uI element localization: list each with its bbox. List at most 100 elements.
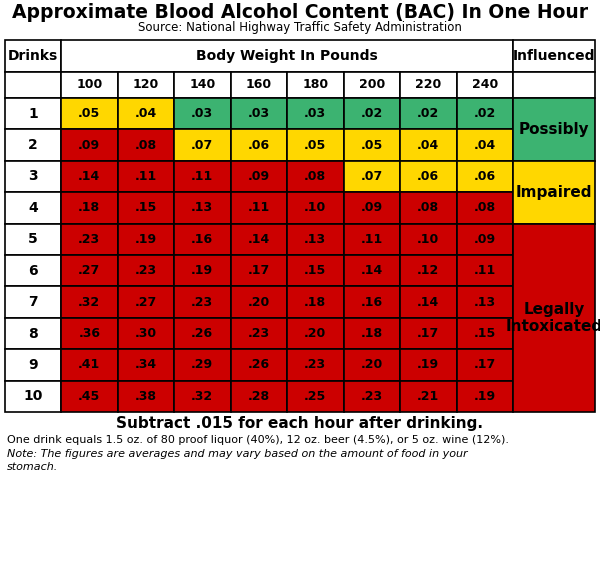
Bar [457,192,513,224]
Text: .14: .14 [417,296,439,309]
Bar [287,318,343,349]
Bar [230,349,287,381]
Bar [343,192,400,224]
Bar [118,349,174,381]
Text: .02: .02 [417,107,439,120]
Text: 7: 7 [28,295,38,309]
Bar [343,255,400,286]
Bar [230,192,287,224]
Text: .41: .41 [78,358,100,371]
Text: 120: 120 [133,79,159,91]
Text: .12: .12 [417,264,439,277]
Text: 10: 10 [23,389,43,403]
Text: .23: .23 [304,358,326,371]
Bar [118,129,174,161]
Text: Impaired: Impaired [516,185,592,200]
Bar [457,349,513,381]
Text: .08: .08 [304,170,326,183]
Bar [513,40,595,72]
Bar [230,98,287,129]
Text: .05: .05 [304,139,326,152]
Bar [400,161,457,192]
Text: stomach.: stomach. [7,462,58,472]
Bar [5,318,61,349]
Text: .45: .45 [78,390,100,403]
Bar [174,349,230,381]
Bar [61,192,118,224]
Bar [61,129,118,161]
Text: .10: .10 [417,233,439,246]
Bar [118,224,174,255]
Text: .09: .09 [473,233,496,246]
Text: .03: .03 [191,107,214,120]
Bar [61,72,118,98]
Bar [118,98,174,129]
Bar [5,192,61,224]
Text: Legally
Intoxicated: Legally Intoxicated [505,302,600,334]
Bar [457,255,513,286]
Bar [5,224,61,255]
Bar [174,318,230,349]
Text: .23: .23 [361,390,383,403]
Text: .19: .19 [191,264,214,277]
Bar [61,255,118,286]
Text: 3: 3 [28,170,38,183]
Text: .09: .09 [361,201,383,214]
Bar [174,255,230,286]
Bar [174,129,230,161]
Bar [5,40,61,72]
Text: 4: 4 [28,201,38,215]
Bar [61,40,513,72]
Bar [118,72,174,98]
Bar [457,224,513,255]
Text: 8: 8 [28,327,38,340]
Bar [400,224,457,255]
Bar [287,161,343,192]
Bar [400,286,457,318]
Bar [343,161,400,192]
Text: 9: 9 [28,358,38,372]
Bar [287,349,343,381]
Bar [230,72,287,98]
Text: 140: 140 [189,79,215,91]
Bar [457,381,513,412]
Text: .16: .16 [191,233,214,246]
Text: .05: .05 [78,107,100,120]
Text: 5: 5 [28,232,38,246]
Text: .04: .04 [134,107,157,120]
Bar [230,224,287,255]
Text: .14: .14 [361,264,383,277]
Text: .30: .30 [134,327,157,340]
Bar [287,381,343,412]
Bar [287,255,343,286]
Bar [287,72,343,98]
Text: .08: .08 [417,201,439,214]
Text: .06: .06 [417,170,439,183]
Text: Subtract .015 for each hour after drinking.: Subtract .015 for each hour after drinki… [116,416,484,431]
Text: .06: .06 [473,170,496,183]
Bar [61,286,118,318]
Text: .17: .17 [248,264,270,277]
Text: .32: .32 [191,390,214,403]
Text: Note: The figures are averages and may vary based on the amount of food in your: Note: The figures are averages and may v… [7,449,467,459]
Bar [513,98,595,161]
Bar [230,381,287,412]
Text: .19: .19 [134,233,157,246]
Text: .32: .32 [78,296,100,309]
Text: .20: .20 [304,327,326,340]
Text: .18: .18 [304,296,326,309]
Text: .27: .27 [78,264,100,277]
Text: .18: .18 [78,201,100,214]
Bar [230,318,287,349]
Bar [400,72,457,98]
Text: .10: .10 [304,201,326,214]
Text: .16: .16 [361,296,383,309]
Bar [457,98,513,129]
Bar [343,349,400,381]
Text: .34: .34 [134,358,157,371]
Bar [174,286,230,318]
Text: .03: .03 [248,107,270,120]
Bar [118,381,174,412]
Bar [400,255,457,286]
Bar [343,318,400,349]
